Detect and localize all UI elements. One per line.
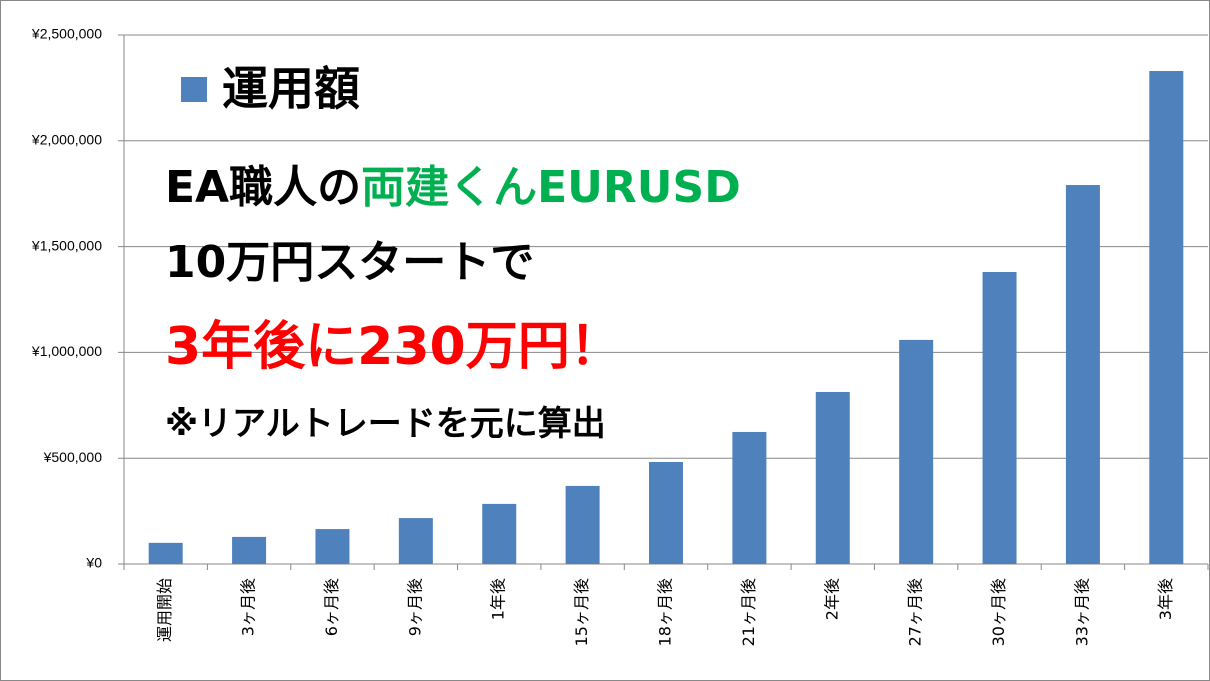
legend-swatch	[181, 77, 207, 102]
annotation-part: EA職人の	[165, 162, 361, 213]
x-tick-label: 33ヶ月後	[1072, 578, 1091, 646]
bar	[899, 339, 934, 564]
y-tick-label: ¥2,000,000	[31, 132, 102, 148]
bar	[148, 542, 183, 564]
x-tick-label: 9ヶ月後	[405, 578, 424, 636]
annotation: EA職人の両建くんEURUSD	[165, 162, 741, 213]
bar	[815, 391, 850, 564]
annotation-part: 3年後に230万円！	[165, 317, 622, 377]
annotation: 3年後に230万円！	[165, 317, 622, 377]
x-tick-label: 1年後	[489, 578, 508, 620]
x-tick-label: 15ヶ月後	[572, 578, 591, 646]
annotation: ※リアルトレードを元に算出	[165, 404, 606, 444]
bar	[1149, 70, 1184, 565]
x-tick-label: 30ヶ月後	[989, 578, 1008, 646]
annotation-part: ※リアルトレードを元に算出	[165, 404, 606, 444]
bar	[232, 536, 267, 564]
x-tick-label: 18ヶ月後	[656, 578, 675, 646]
bar	[1065, 185, 1100, 564]
bar	[482, 503, 517, 564]
legend-label: 運用額	[222, 62, 360, 116]
bar	[732, 431, 767, 564]
annotation-part: 両建くんEURUSD	[361, 162, 741, 213]
y-tick-label: ¥0	[85, 555, 102, 571]
x-tick-label: 6ヶ月後	[322, 578, 341, 636]
x-tick-label: 運用開始	[155, 578, 174, 642]
bar	[565, 485, 600, 564]
annotation: 10万円スタートで	[165, 237, 534, 288]
bar	[982, 271, 1017, 564]
x-tick-label: 27ヶ月後	[906, 578, 925, 646]
y-tick-label: ¥2,500,000	[31, 26, 102, 42]
annotation-part: 10万円スタートで	[165, 237, 534, 288]
bar	[315, 529, 350, 564]
y-tick-label: ¥1,500,000	[31, 237, 102, 253]
y-tick-label: ¥500,000	[43, 449, 103, 465]
x-tick-label: 3ヶ月後	[239, 578, 258, 636]
x-tick-label: 21ヶ月後	[739, 578, 758, 646]
x-tick-label: 3年後	[1156, 578, 1175, 620]
y-tick-label: ¥1,000,000	[31, 343, 102, 359]
x-tick-label: 2年後	[822, 578, 841, 620]
bar	[398, 518, 433, 564]
bar	[649, 462, 683, 564]
